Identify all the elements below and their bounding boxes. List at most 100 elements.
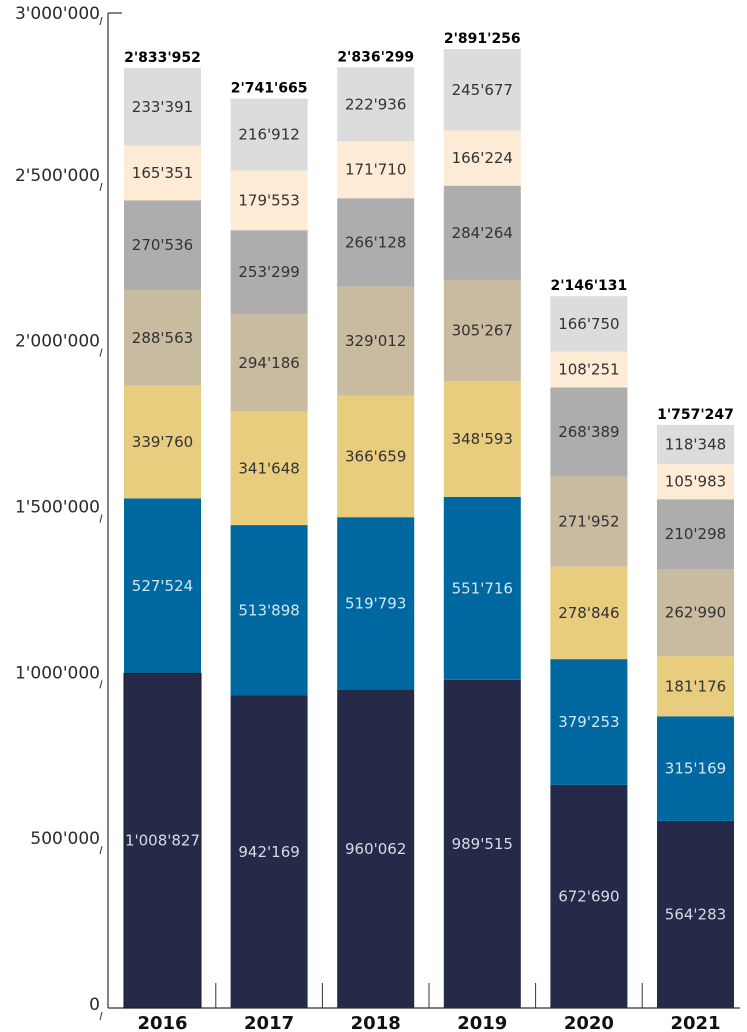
y-tick-mark (99, 680, 103, 689)
y-tick-mark (99, 348, 103, 357)
bar-segment (443, 279, 521, 382)
bar-segment (124, 145, 201, 201)
segment-label: 266'128 (345, 233, 406, 251)
segment-label: 268'389 (558, 423, 619, 441)
segment-label: 305'267 (452, 322, 513, 340)
y-tick-label: 1'000'000 (15, 663, 100, 683)
y-tick-label: 3'000'000 (15, 4, 100, 24)
segment-label: 989'515 (452, 835, 513, 853)
segment-label: 245'677 (452, 81, 513, 99)
bar-segment (337, 198, 415, 287)
bar-segment (230, 230, 308, 315)
segment-label: 278'846 (558, 604, 619, 622)
segment-label: 270'536 (132, 236, 193, 254)
bar-segment (657, 569, 734, 657)
total-label: 2'146'131 (551, 278, 628, 294)
bar-segment (550, 659, 628, 785)
bar-outline (123, 672, 202, 1009)
segment-label: 165'351 (132, 164, 193, 182)
segment-label: 181'176 (665, 677, 726, 695)
bar-segment (230, 314, 308, 412)
bar-segment (443, 679, 521, 1008)
segment-label: 366'659 (345, 447, 406, 465)
segment-label: 527'524 (132, 577, 193, 595)
segment-label: 513'898 (238, 601, 299, 619)
y-tick-mark (99, 1011, 103, 1021)
total-label: 2'741'665 (231, 81, 308, 97)
y-tick-label: 0 (89, 995, 100, 1015)
bar-segment (657, 820, 734, 1008)
bar-segment (657, 656, 734, 717)
total-label: 2'891'256 (444, 31, 521, 47)
bar-segment (550, 387, 628, 477)
x-tick-label: 2021 (670, 1013, 720, 1032)
bar-segment (230, 98, 308, 171)
segment-label: 179'553 (238, 191, 299, 209)
bar-segment (657, 499, 734, 569)
segment-label: 166'750 (558, 315, 619, 333)
segment-label: 672'690 (558, 887, 619, 905)
bar-segment (337, 517, 415, 690)
segment-label: 284'264 (452, 224, 513, 242)
x-tick-label: 2019 (457, 1013, 507, 1032)
segment-label: 288'563 (132, 329, 193, 347)
bar-segment (337, 141, 415, 199)
bar-segment (124, 290, 201, 386)
segment-label: 564'283 (665, 905, 726, 923)
segment-label: 210'298 (665, 525, 726, 543)
labels: 1'008'827 527'524 339'760 288'563 270'536 165… (124, 31, 734, 1032)
segment-label: 233'391 (132, 98, 193, 116)
bar-segment (550, 566, 628, 660)
bar-segment (337, 395, 415, 518)
bar-segment (230, 170, 308, 231)
y-tick-label: 1'500'000 (15, 498, 100, 518)
segment-label: 262'990 (665, 604, 726, 622)
segment-label: 551'716 (452, 579, 513, 597)
bar-segment (337, 689, 415, 1008)
segment-label: 341'648 (238, 459, 299, 477)
bar-segment (337, 286, 415, 396)
segment-label: 222'936 (345, 95, 406, 113)
bar-segment (550, 351, 628, 388)
total-label: 2'836'299 (337, 49, 414, 65)
y-tick-mark (99, 514, 103, 523)
segment-label: 315'169 (665, 760, 726, 778)
segment-label: 348'593 (452, 430, 513, 448)
bar-segment (230, 695, 308, 1008)
bar-segment (443, 130, 521, 186)
bar-segment (230, 525, 308, 696)
segment-label: 942'169 (238, 843, 299, 861)
bar-segment (124, 385, 201, 499)
bar-segment (657, 424, 734, 465)
segment-label: 118'348 (665, 435, 726, 453)
x-tick-label: 2016 (137, 1013, 187, 1032)
segment-label: 271'952 (558, 513, 619, 531)
segment-label: 253'299 (238, 263, 299, 281)
bar-segment (124, 200, 201, 291)
segment-label: 105'983 (665, 473, 726, 491)
bar-segment (443, 496, 521, 680)
bar-segment (443, 381, 521, 497)
x-tick-label: 2018 (351, 1013, 401, 1032)
segment-label: 329'012 (345, 332, 406, 350)
segment-label: 166'224 (452, 149, 513, 167)
segment-label: 519'793 (345, 594, 406, 612)
y-tick-label: 2'500'000 (15, 166, 100, 186)
y-tick-mark (99, 16, 103, 26)
bar-segment (550, 476, 628, 567)
segment-label: 108'251 (558, 360, 619, 378)
segment-label: 294'186 (238, 354, 299, 372)
bars (123, 49, 734, 1009)
total-label: 2'833'952 (124, 50, 201, 66)
bar-segment (124, 673, 201, 1008)
bar-segment (443, 49, 521, 131)
segment-label: 960'062 (345, 840, 406, 858)
bar-segment (657, 716, 734, 821)
segment-label: 171'710 (345, 161, 406, 179)
x-tick-label: 2020 (564, 1013, 614, 1032)
y-tick-label: 2'000'000 (15, 332, 100, 352)
y-tick-mark (99, 846, 103, 855)
segment-label: 1'008'827 (125, 832, 200, 850)
bar-segment (550, 784, 628, 1008)
